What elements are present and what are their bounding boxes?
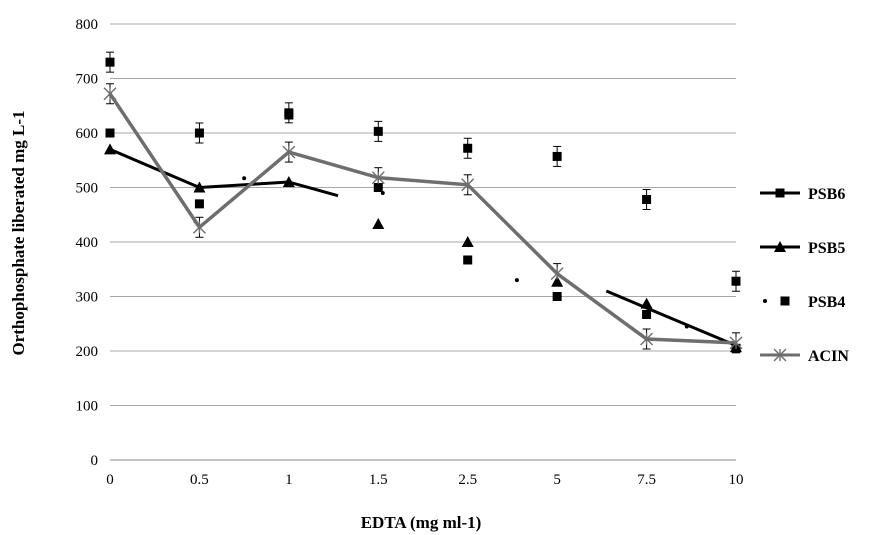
y-tick-label: 100 (76, 399, 99, 415)
legend-item-psb4: PSB4 (763, 294, 845, 311)
series-line-psb6 (605, 289, 737, 347)
point-acin (640, 332, 654, 346)
legend: PSB6 PSB5 PSB4 ACIN (760, 186, 849, 365)
point-acin (103, 87, 117, 101)
legend-item-psb5: PSB5 (760, 240, 845, 257)
point-acin (192, 220, 206, 234)
point-psb4 (105, 57, 115, 67)
legend-marker (775, 188, 785, 198)
series-line-psb6 (288, 180, 339, 198)
legend-marker (774, 241, 786, 252)
legend-marker-dot (763, 299, 767, 303)
point-psb5 (372, 218, 385, 230)
x-tick-label: 2.5 (458, 472, 477, 488)
x-tick-label: 1.5 (369, 472, 388, 488)
point-psb4 (552, 151, 562, 161)
point-psb6 (642, 309, 652, 319)
point-acin (371, 171, 385, 185)
y-tick-label: 400 (76, 235, 99, 251)
legend-item-psb6: PSB6 (760, 186, 845, 203)
x-tick-label: 7.5 (637, 472, 656, 488)
point-psb5 (461, 236, 474, 247)
y-axis-title: Orthophosphate liberated mg L-1 (9, 110, 28, 355)
point-acin (729, 336, 743, 350)
x-tick-label: 1 (285, 472, 293, 488)
point-psb5 (193, 181, 206, 193)
point-psb6 (552, 292, 562, 301)
point-psb5 (282, 176, 295, 188)
legend-item-acin: ACIN (760, 348, 849, 365)
y-tick-label: 500 (76, 181, 99, 197)
point-psb4 (642, 194, 652, 204)
gridlines (110, 23, 736, 461)
x-tick-labels: 0 0.5 1 1.5 2.5 5 7.5 10 (106, 472, 743, 488)
point-psb5 (640, 297, 653, 309)
point-psb5 (104, 143, 116, 155)
series-layer (103, 51, 743, 354)
point-psb4-dot (514, 278, 519, 283)
x-tick-label: 10 (729, 472, 744, 488)
legend-label: PSB4 (808, 294, 845, 311)
point-psb4 (194, 128, 204, 138)
y-tick-label: 300 (76, 290, 99, 306)
point-psb6 (463, 255, 473, 265)
point-psb4 (463, 143, 473, 153)
series-line-acin (108, 92, 737, 345)
y-tick-label: 800 (76, 17, 99, 33)
x-tick-label: 0.5 (190, 472, 209, 488)
legend-label: PSB5 (808, 240, 845, 257)
point-acin (461, 178, 475, 192)
y-tick-labels: 0 100 200 300 400 500 600 700 800 (76, 17, 99, 469)
point-psb4-dot (684, 324, 689, 329)
legend-marker (780, 296, 790, 306)
y-tick-label: 600 (76, 126, 99, 142)
x-tick-label: 0 (106, 472, 114, 488)
x-axis-title: EDTA (mg ml-1) (361, 513, 482, 532)
y-tick-label: 700 (76, 72, 99, 88)
y-tick-label: 0 (91, 453, 99, 469)
legend-label: PSB6 (808, 186, 845, 203)
legend-label: ACIN (808, 348, 849, 365)
point-psb4 (731, 276, 741, 286)
point-psb6 (284, 110, 294, 120)
point-psb4-dot (242, 176, 247, 181)
x-tick-label: 5 (553, 472, 561, 488)
point-psb6 (105, 128, 115, 138)
point-psb6 (194, 199, 204, 209)
point-psb4 (373, 126, 383, 136)
point-acin (282, 145, 296, 159)
y-tick-label: 200 (76, 344, 99, 360)
point-acin (550, 267, 564, 281)
legend-marker (773, 348, 787, 362)
